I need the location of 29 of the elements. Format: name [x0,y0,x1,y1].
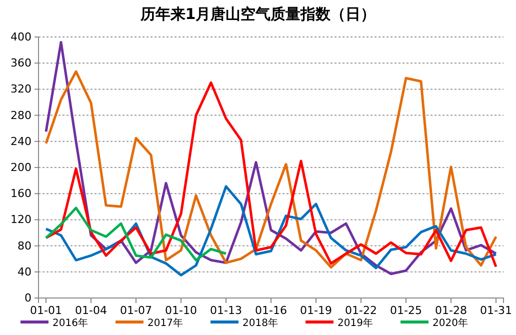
legend-label: 2016年 [52,317,88,329]
x-tick-label: 01-10 [165,304,197,317]
y-tick-label: 240 [10,134,32,148]
legend-label: 2019年 [338,317,373,329]
y-tick-label: 80 [18,239,32,252]
y-tick-label: 120 [10,213,32,226]
legend-label: 2017年 [148,317,183,329]
legend-label: 2020年 [432,317,468,329]
y-tick-label: 320 [10,82,32,96]
y-tick-label: 40 [18,265,32,278]
chart-title: 历年来1月唐山空气质量指数（日） [139,5,376,23]
y-tick-label: 360 [10,56,32,70]
x-tick-label: 01-16 [255,304,287,317]
x-tick-label: 01-13 [210,304,242,317]
x-tick-label: 01-01 [30,304,62,317]
legend-label: 2018年 [242,317,278,329]
y-tick-label: 0 [24,292,32,305]
x-tick-label: 01-19 [300,304,332,317]
x-tick-label: 01-28 [435,304,467,317]
x-tick-label: 01-25 [390,304,422,317]
x-tick-label: 01-04 [75,304,107,317]
y-tick-label: 280 [10,108,32,122]
y-tick-label: 400 [10,30,32,44]
x-tick-label: 01-31 [480,304,512,317]
y-tick-label: 160 [10,187,32,200]
line-series [44,206,228,262]
x-tick-label: 01-22 [345,304,377,317]
x-tick-label: 01-07 [120,304,152,317]
y-tick-label: 200 [10,161,32,174]
